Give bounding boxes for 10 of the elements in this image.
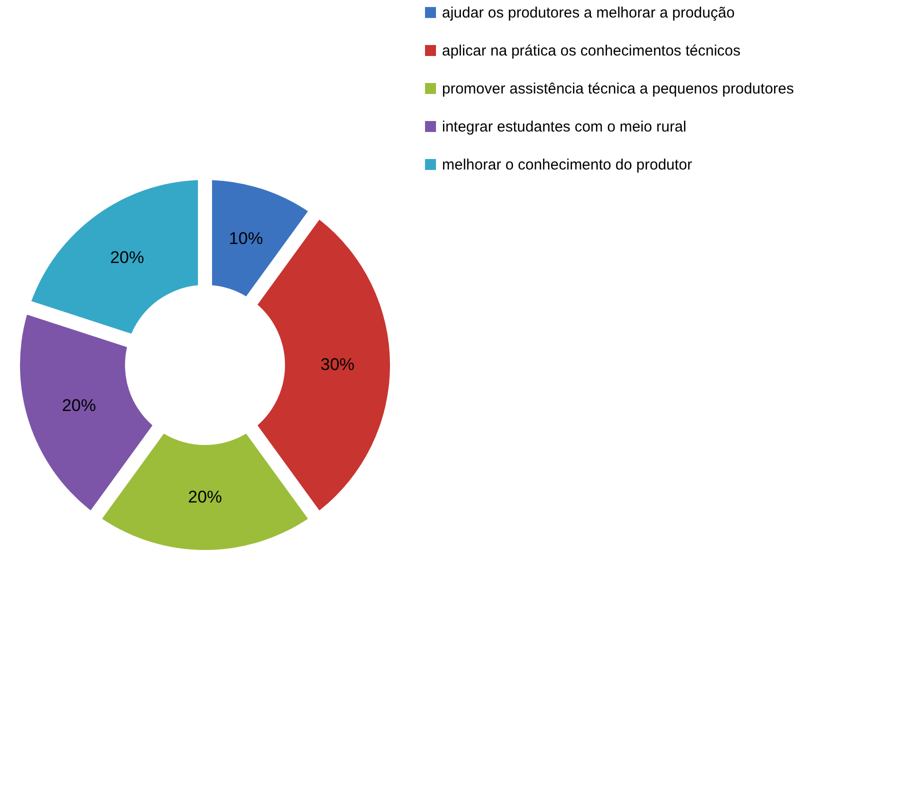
- legend-label: ajudar os produtores a melhorar a produção: [442, 4, 735, 22]
- legend-label: integrar estudantes com o meio rural: [442, 118, 686, 136]
- data-label: 10%: [228, 228, 263, 248]
- data-label: 20%: [62, 396, 96, 415]
- data-label: 20%: [110, 248, 144, 267]
- data-label: 30%: [320, 355, 355, 374]
- legend-label: promover assistência técnica a pequenos produtores: [442, 80, 794, 98]
- legend-label: aplicar na prática os conhecimentos técnicos: [442, 42, 740, 60]
- data-label: 20%: [188, 488, 222, 506]
- legend-label: melhorar o conhecimento do produtor: [442, 156, 692, 174]
